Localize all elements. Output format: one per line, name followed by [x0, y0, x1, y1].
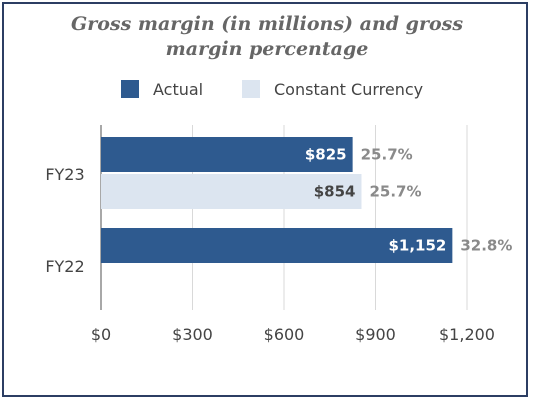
- bar-percent-label: 32.8%: [460, 237, 512, 255]
- bar-value-label: $854: [314, 183, 356, 201]
- bar-value-label: $1,152: [388, 237, 446, 255]
- chart-title-line-1: Gross margin (in millions) and gross: [70, 13, 464, 35]
- chart-title-line-2: margin percentage: [165, 38, 369, 60]
- x-tick-label: $1,200: [439, 325, 495, 344]
- bar-actual: [101, 228, 453, 263]
- legend-label-actual: Actual: [153, 79, 204, 99]
- legend-swatch-constant-currency: [242, 80, 260, 98]
- bar-percent-label: 25.7%: [361, 146, 413, 164]
- x-tick-label: $0: [91, 325, 111, 344]
- bar-constant-currency: [101, 174, 362, 209]
- category-label: FY23: [45, 165, 84, 184]
- chart-title: Gross margin (in millions) and gross mar…: [0, 12, 534, 62]
- legend-item-constant-currency: Constant Currency: [242, 78, 423, 100]
- x-tick-label: $600: [264, 325, 305, 344]
- legend-label-constant-currency: Constant Currency: [274, 79, 424, 99]
- category-label: FY22: [45, 257, 84, 276]
- x-tick-label: $300: [172, 325, 213, 344]
- x-tick-label: $900: [355, 325, 396, 344]
- legend-swatch-actual: [121, 80, 139, 98]
- bar-percent-label: 25.7%: [369, 183, 421, 201]
- bar-value-label: $825: [305, 146, 347, 164]
- legend-item-actual: Actual: [121, 78, 203, 100]
- bar-actual: [101, 137, 353, 172]
